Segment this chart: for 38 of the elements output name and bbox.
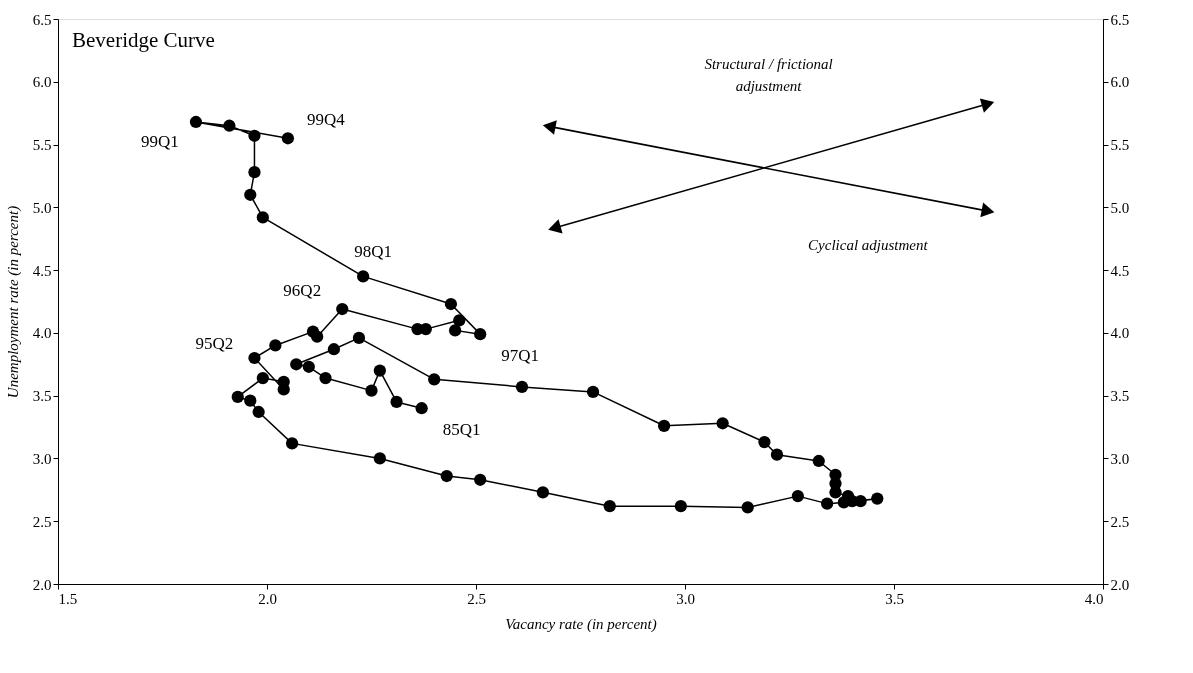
x-tick-label: 2.5 xyxy=(467,590,486,607)
y-tick-label: 3.5 xyxy=(32,388,52,405)
y2-tick-label: 4.5 xyxy=(1110,262,1130,279)
y-tick-label: 4.0 xyxy=(32,325,52,342)
annotation: Cyclical adjustment xyxy=(808,237,929,253)
x-axis-title: Vacancy rate (in percent) xyxy=(505,615,657,633)
y2-tick-label: 5.5 xyxy=(1110,137,1130,154)
y-tick-label: 6.0 xyxy=(32,74,52,91)
y-tick-label: 2.5 xyxy=(32,513,52,530)
x-tick-label: 3.0 xyxy=(676,590,695,607)
annotation: 98Q1 xyxy=(354,242,393,262)
y-tick-label: 5.0 xyxy=(32,199,52,216)
y2-tick-label: 6.5 xyxy=(1110,11,1130,28)
annotation: 97Q1 xyxy=(501,346,540,366)
y-tick-label: 6.5 xyxy=(32,11,52,28)
x-tick-label: 4.0 xyxy=(1084,590,1104,607)
annotation: 99Q4 xyxy=(307,110,346,130)
y2-tick-label: 2.5 xyxy=(1110,513,1130,530)
y2-tick-label: 3.5 xyxy=(1110,388,1130,405)
x-tick-label: 3.5 xyxy=(885,590,904,607)
x-tick-label: 2.0 xyxy=(258,590,277,607)
y-axis-title: Unemployment rate (in percent) xyxy=(4,205,22,399)
y-tick-label: 4.5 xyxy=(32,262,52,279)
y2-tick-label: 5.0 xyxy=(1110,199,1130,216)
y2-tick-label: 4.0 xyxy=(1110,325,1130,342)
x-tick-label: 1.5 xyxy=(58,590,78,607)
y-tick-label: 2.0 xyxy=(32,576,52,593)
y2-tick-label: 6.0 xyxy=(1110,74,1130,91)
annotation: 85Q1 xyxy=(442,420,481,440)
annotation: Structural / frictional adjustment xyxy=(704,56,833,95)
y-tick-label: 5.5 xyxy=(32,137,52,154)
annotation: 99Q1 xyxy=(141,131,179,151)
chart-title: Beveridge Curve xyxy=(72,28,215,52)
y2-tick-label: 3.0 xyxy=(1110,450,1130,467)
y2-tick-label: 2.0 xyxy=(1110,576,1130,593)
annotation: 95Q2 xyxy=(195,334,234,353)
y-tick-label: 3.0 xyxy=(32,450,52,467)
annotation: 96Q2 xyxy=(283,281,322,301)
